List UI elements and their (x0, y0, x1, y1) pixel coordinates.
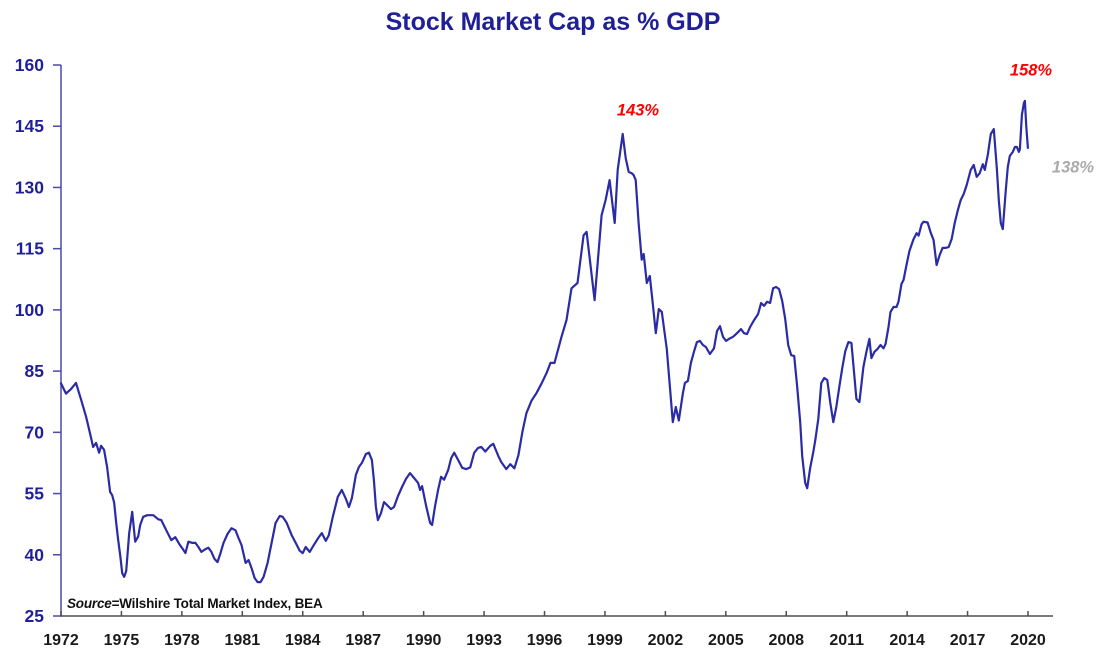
x-axis-tick-label: 2005 (708, 632, 744, 649)
x-axis-tick-label: 1978 (164, 632, 200, 649)
y-axis-tick-label: 130 (15, 177, 44, 197)
y-axis-tick-label: 25 (25, 606, 45, 626)
y-axis-tick-label: 160 (15, 55, 44, 75)
y-axis-tick-label: 100 (15, 300, 44, 320)
x-axis-tick-label: 1972 (43, 632, 79, 649)
y-axis-tick-label: 55 (25, 484, 45, 504)
market-cap-gdp-line (59, 99, 1030, 584)
y-axis-tick-label: 145 (15, 116, 44, 136)
x-axis-tick-label: 1975 (104, 632, 140, 649)
x-axis-tick-label: 1981 (225, 632, 261, 649)
x-axis-tick-label: 1987 (345, 632, 381, 649)
x-axis-tick-label: 1999 (587, 632, 623, 649)
y-axis-tick-label: 70 (25, 422, 45, 442)
annotation-2000-peak: 143% (616, 101, 660, 120)
chart-title: Stock Market Cap as % GDP (385, 8, 721, 36)
x-axis-tick-label: 1984 (285, 632, 321, 649)
x-axis-tick-label: 2011 (829, 632, 864, 649)
x-axis-tick-label: 1990 (406, 632, 442, 649)
source-note-label: Source (67, 596, 112, 611)
y-axis-tick-label: 40 (25, 545, 45, 565)
y-axis-tick-label: 85 (25, 361, 45, 381)
y-axis-tick-label: 115 (16, 239, 44, 259)
x-axis-tick-label: 2014 (889, 632, 925, 649)
x-axis-tick-label: 1993 (466, 632, 502, 649)
x-axis-tick-label: 2008 (768, 632, 804, 649)
x-axis-tick-label: 2002 (648, 632, 684, 649)
x-axis-tick-label: 2017 (950, 632, 986, 649)
x-axis-tick-label: 1996 (527, 632, 563, 649)
annotation-2020-peak: 158% (1009, 61, 1053, 80)
source-note-text: =Wilshire Total Market Index, BEA (111, 596, 323, 611)
x-axis-tick-label: 2020 (1010, 632, 1046, 649)
source-note: Source=Wilshire Total Market Index, BEA (67, 596, 323, 611)
annotation-latest-value: 138% (1051, 158, 1095, 177)
